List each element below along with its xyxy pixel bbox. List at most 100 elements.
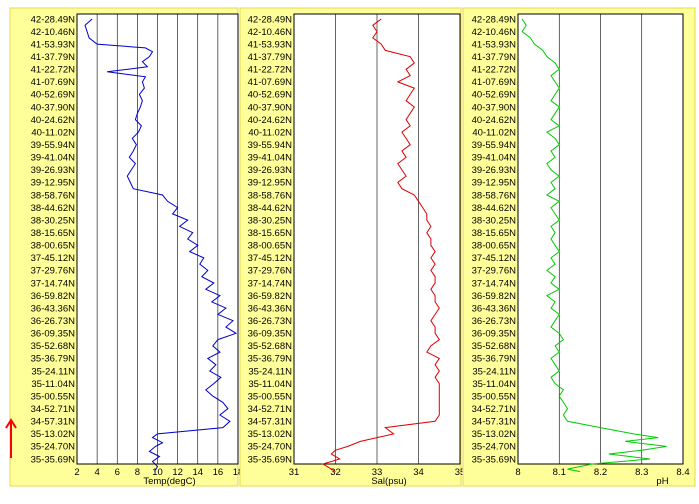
latitude-label: 38-30.25N: [472, 215, 517, 226]
latitude-label: 39-12.95N: [31, 178, 76, 189]
latitude-label: 35-52.68N: [31, 341, 76, 352]
latitude-label: 36-59.82N: [472, 291, 517, 302]
latitude-label: 35-00.55N: [472, 391, 517, 402]
x-tick-label: 18: [233, 467, 244, 478]
latitude-label: 37-29.76N: [472, 266, 517, 277]
latitude-label: 41-53.93N: [248, 39, 293, 50]
latitude-label: 37-45.12N: [472, 253, 517, 264]
latitude-label: 35-11.04N: [31, 379, 75, 390]
latitude-label: 34-57.31N: [472, 417, 517, 428]
latitude-label: 35-13.02N: [472, 429, 517, 440]
latitude-label: 39-12.95N: [472, 178, 517, 189]
latitude-label: 38-30.25N: [31, 215, 76, 226]
latitude-label: 35-24.11N: [31, 366, 75, 377]
latitude-label: 37-14.74N: [248, 278, 293, 289]
latitude-label: 41-53.93N: [31, 39, 76, 50]
latitude-label: 38-58.76N: [31, 190, 76, 201]
latitude-label: 36-26.73N: [472, 316, 517, 327]
x-tick-label: 6: [115, 467, 120, 478]
latitude-label: 35-00.55N: [31, 391, 76, 402]
latitude-label: 35-36.79N: [472, 354, 517, 365]
latitude-label: 38-44.62N: [248, 203, 293, 214]
latitude-label: 38-15.65N: [248, 228, 293, 239]
x-tick-label: 8.1: [553, 467, 566, 478]
latitude-label: 37-29.76N: [248, 266, 293, 277]
x-tick-label: 12: [172, 467, 183, 478]
latitude-label: 35-36.79N: [248, 354, 293, 365]
latitude-label: 36-09.35N: [31, 329, 76, 340]
x-tick-label: 8: [515, 467, 520, 478]
latitude-label: 38-58.76N: [248, 190, 293, 201]
up-arrow-icon: [5, 418, 17, 458]
latitude-label: 39-55.94N: [31, 140, 76, 151]
x-axis-title: Sal(psu): [371, 476, 406, 487]
latitude-label: 42-10.46N: [472, 27, 517, 38]
series-line: [521, 18, 667, 473]
latitude-label: 39-41.04N: [472, 153, 517, 164]
latitude-label: 37-45.12N: [248, 253, 293, 264]
x-tick-label: 14: [192, 467, 203, 478]
latitude-label: 40-52.69N: [248, 90, 293, 101]
latitude-label: 41-07.69N: [31, 77, 76, 88]
latitude-label: 39-26.93N: [472, 165, 517, 176]
latitude-label: 41-22.72N: [248, 65, 293, 76]
latitude-label: 35-00.55N: [248, 391, 293, 402]
latitude-label: 39-55.94N: [472, 140, 517, 151]
latitude-label: 34-52.71N: [472, 404, 517, 415]
latitude-label: 40-24.62N: [472, 115, 517, 126]
x-tick-label: 2: [74, 467, 79, 478]
latitude-label: 36-43.36N: [472, 303, 517, 314]
chart-panel-1: 2 4 6 8 10 12 14 16 18 42-28.49N 42-10.46N41-53.93…: [9, 7, 244, 487]
latitude-label: 37-14.74N: [472, 278, 517, 289]
x-tick-label: 10: [152, 467, 163, 478]
latitude-label: 38-15.65N: [31, 228, 76, 239]
latitude-label: 42-28.49N: [248, 14, 293, 25]
latitude-label: 40-11.02N: [248, 127, 292, 138]
latitude-label: 41-22.72N: [472, 65, 517, 76]
x-tick-label: 16: [213, 467, 224, 478]
latitude-label: 42-10.46N: [31, 27, 76, 38]
x-tick-label: 8.4: [676, 467, 689, 478]
latitude-label: 40-37.90N: [31, 102, 76, 113]
latitude-label: 42-28.49N: [31, 14, 76, 25]
latitude-label: 38-15.65N: [472, 228, 517, 239]
latitude-label: 41-37.79N: [31, 52, 76, 63]
latitude-label: 36-26.73N: [248, 316, 293, 327]
latitude-label: 35-52.68N: [472, 341, 517, 352]
latitude-label: 41-37.79N: [248, 52, 293, 63]
latitude-label: 40-11.02N: [472, 127, 516, 138]
x-tick-label: 8.3: [635, 467, 648, 478]
latitude-label: 35-36.79N: [31, 354, 76, 365]
latitude-label: 40-24.62N: [31, 115, 76, 126]
latitude-label: 36-59.82N: [31, 291, 76, 302]
latitude-label: 41-53.93N: [472, 39, 517, 50]
x-tick-label: 34: [413, 467, 424, 478]
x-tick-label: 33: [372, 467, 383, 478]
latitude-label: 35-24.70N: [248, 442, 293, 453]
latitude-label: 40-52.69N: [472, 90, 517, 101]
latitude-label: 42-28.49N: [472, 14, 517, 25]
latitude-label: 35-11.04N: [248, 379, 292, 390]
latitude-label: 35-35.69N: [472, 454, 517, 465]
latitude-label: 39-41.04N: [31, 153, 76, 164]
latitude-label: 39-26.93N: [31, 165, 76, 176]
latitude-label: 40-37.90N: [472, 102, 517, 113]
latitude-label: 36-59.82N: [248, 291, 293, 302]
latitude-label: 35-13.02N: [248, 429, 293, 440]
latitude-label: 35-24.11N: [472, 366, 516, 377]
latitude-label: 36-43.36N: [248, 303, 293, 314]
x-tick-label: 35: [455, 467, 466, 478]
latitude-label: 35-24.70N: [31, 442, 76, 453]
x-tick-label: 4: [94, 467, 99, 478]
x-tick-label: 8: [135, 467, 140, 478]
latitude-label: 36-26.73N: [31, 316, 76, 327]
latitude-label: 41-07.69N: [248, 77, 293, 88]
latitude-label: 38-00.65N: [31, 241, 76, 252]
x-axis-title: pH: [656, 476, 668, 487]
latitude-label: 42-10.46N: [248, 27, 293, 38]
latitude-label: 39-55.94N: [248, 140, 293, 151]
latitude-label: 38-44.62N: [472, 203, 517, 214]
latitude-label: 35-13.02N: [31, 429, 76, 440]
